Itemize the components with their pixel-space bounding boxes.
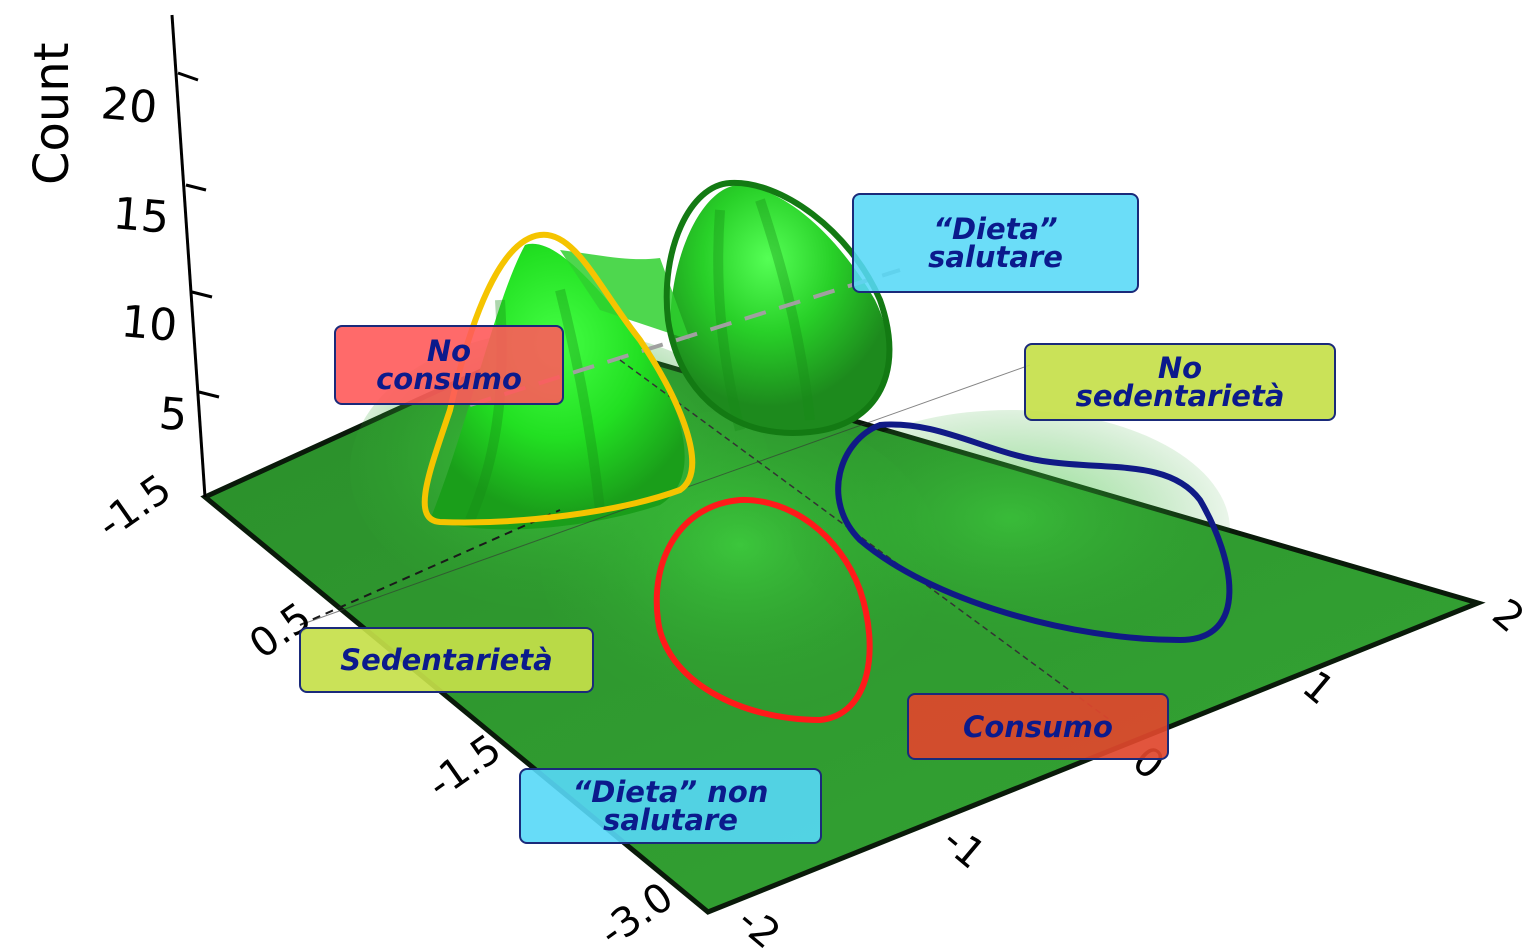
right-axis-tick: -2 [729,897,789,951]
label-consumo: Consumo [907,693,1169,760]
outline-red [653,496,873,724]
left-axis-tick: -3.0 [591,874,681,951]
dashed-line-lower [299,509,561,626]
outline-green [663,179,893,436]
z-tick-label: 20 [99,78,159,134]
z-tick-label: 15 [111,188,171,244]
left-axis-tick: -1.5 [89,466,179,548]
z-axis-line [170,14,207,498]
z-axis-title: Count [24,42,80,185]
z-tick-label: 10 [119,296,179,352]
label-no-sedentarieta: No sedentarietà [1024,343,1336,421]
z-axis-ticks [177,71,220,399]
right-axis-tick: 2 [1484,590,1525,642]
label-sedentarieta: Sedentarietà [299,627,594,693]
right-axis-tick: -1 [934,817,994,878]
z-tick-label: 5 [157,388,189,441]
surface-shading [465,198,815,522]
surface-peak-right [670,185,888,432]
label-dieta-salutare: “Dieta” salutare [852,193,1139,293]
label-no-consumo: No consumo [334,325,564,405]
outline-blue [835,421,1233,644]
axis-diagonal [619,359,1111,721]
label-dieta-non-salutare: “Dieta” non salutare [519,768,822,844]
